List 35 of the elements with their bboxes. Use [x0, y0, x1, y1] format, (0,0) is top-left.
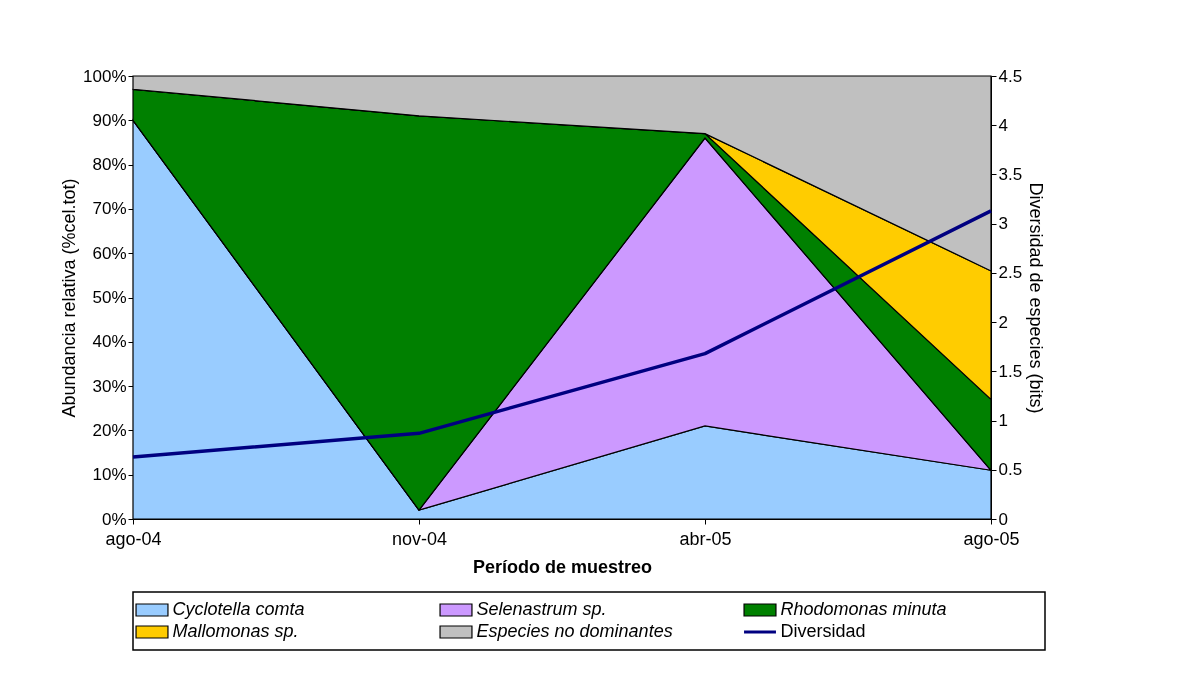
- y-tick-label: 30%: [92, 376, 127, 396]
- y-tick-label: 80%: [92, 155, 127, 175]
- y-axis-title: Abundancia relativa (%cel.tot): [59, 178, 80, 418]
- x-tick-label: nov-04: [391, 528, 448, 549]
- y-tick-label: 10%: [92, 465, 127, 485]
- legend-label: Cyclotella comta: [172, 599, 305, 619]
- y2-tick-label: 0.5: [998, 460, 1023, 480]
- y-tick-label: 50%: [92, 288, 127, 307]
- y2-axis-title: Diversidad de especies (bits): [1026, 182, 1047, 414]
- y2-tick-label: 1.5: [998, 361, 1023, 381]
- y2-tick-label: 3.5: [998, 164, 1023, 184]
- y2-tick-label: 3: [998, 214, 1008, 234]
- y-tick-label: 100%: [83, 66, 127, 86]
- y2-tick-label: 4: [998, 115, 1008, 135]
- y2-tick-label: 4.5: [998, 66, 1023, 86]
- x-axis-title: Período de muestreo: [472, 556, 653, 577]
- line-series: [131, 209, 993, 459]
- legend-label: Mallomonas sp.: [172, 621, 299, 641]
- y2-tick-label: 1: [998, 411, 1008, 431]
- y-tick-label: 70%: [92, 199, 127, 219]
- y-tick-label: 90%: [92, 110, 127, 130]
- x-tick-label: ago-05: [963, 528, 1020, 549]
- y2-tick-label: 0: [998, 509, 1008, 529]
- x-tick-label: ago-04: [105, 528, 162, 549]
- y2-tick-label: 2.5: [998, 263, 1023, 283]
- y-tick-label: 20%: [92, 420, 127, 440]
- x-tick-label: abr-05: [679, 528, 732, 549]
- y-tick-label: 0%: [101, 509, 127, 529]
- legend-label: Diversidad: [780, 621, 866, 641]
- y-tick-label: 40%: [92, 332, 127, 352]
- legend-label: Rhodomonas minuta: [780, 599, 947, 619]
- y-tick-label: 60%: [92, 243, 127, 263]
- y2-tick-label: 2: [998, 312, 1008, 332]
- legend-label: Selenastrum sp.: [476, 599, 607, 619]
- legend-label: Especies no dominantes: [476, 621, 673, 641]
